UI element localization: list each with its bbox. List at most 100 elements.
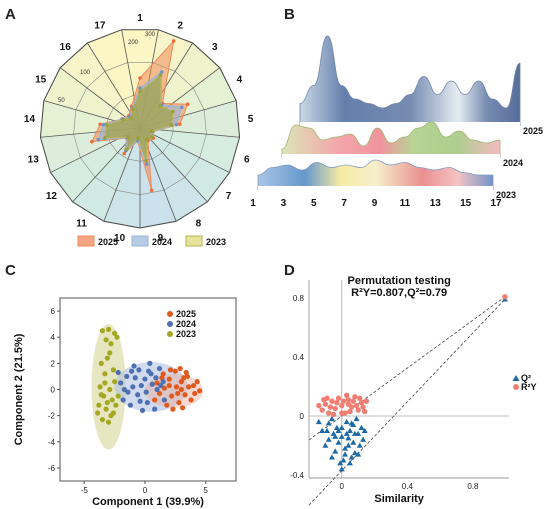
legend-swatch-2023 [185,235,203,247]
pca-point-2025 [164,402,170,408]
pca-point-2023 [105,326,112,332]
perm-x-tick: 0 [340,482,345,491]
pca-point-2025 [181,375,187,381]
radar-point-2025 [98,122,102,127]
radar-point-2023 [121,118,126,122]
radar-category-label: 16 [60,42,72,53]
perm-point-R²Y [357,395,363,401]
ridge-x-tick: 5 [311,198,317,209]
pca-point-2024 [160,379,166,385]
perm-point-Q² [315,418,322,425]
pca-point-2025 [176,399,182,406]
pca-point-2025 [177,365,183,372]
radar-point-2025 [122,151,127,156]
perm-point-R²Y [339,410,345,416]
legend-label-2023: 2023 [206,237,226,247]
pca-point-2023 [102,380,108,386]
legend-swatch-2025 [77,235,95,247]
perm-x-tick: 0.8 [467,482,479,491]
pca-legend-label-2024: 2024 [176,319,196,329]
perm-point-R²Y [321,397,327,403]
pca-point-2023 [95,410,101,416]
pca-point-2025 [173,384,180,390]
perm-point-Q² [328,415,335,422]
radar-point-2023 [125,147,129,152]
pca-point-2024 [156,365,163,372]
ridge-baseline-band [300,122,520,127]
perm-y-tick: 0 [300,412,305,421]
perm-point-Q² [340,457,347,463]
perm-point-R²Y [363,398,370,404]
radar-category-label: 3 [212,42,218,53]
pca-y-tick: -4 [48,438,56,447]
perm-point-Q² [350,421,357,428]
pca-point-2025 [190,382,197,389]
radar-spoke [139,127,208,203]
radar-point-2024 [101,122,106,127]
pca-point-2024 [142,376,148,382]
perm-point-Q² [351,430,358,436]
radar-wedge [60,42,141,128]
perm-point-R²Y [340,398,347,404]
perm-point-R²Y [334,399,340,406]
radar-category-label: 2 [177,20,183,31]
perm-point-Q² [342,445,349,451]
panel-label-b: B [284,6,295,23]
radar-point-2023 [130,107,135,112]
perm-point-R²Y [353,402,360,409]
perm-point-R²Y [345,397,352,403]
perm-point-R²Y [319,407,325,413]
radar-point-2023 [126,135,130,139]
ridge-area-2024 [281,121,501,159]
radar-category-label: 10 [114,233,126,244]
pca-point-2024 [147,360,153,366]
legend-label-2024: 2024 [152,237,172,247]
pca-point-2024 [137,398,143,404]
pca-x-tick: 5 [203,486,208,495]
perm-point-Q² [343,418,350,425]
pca-point-2023 [115,393,121,399]
pca-point-2025 [167,367,174,373]
pca-point-2025 [169,393,175,399]
radar-category-label: 13 [28,154,40,165]
ridge-x-tick: 11 [400,198,411,209]
perm-point-R²Y [355,407,361,413]
radar-point-2025 [178,122,182,127]
perm-point-Q² [338,424,345,430]
pca-point-2024 [127,402,133,408]
radar-wedge [72,128,140,222]
radar-category-label: 14 [24,114,36,125]
radar-point-2025 [90,139,94,144]
radar-grid-ring [73,62,207,195]
perm-point-Q² [351,449,358,456]
pca-point-2023 [96,402,102,408]
perm-point-Q² [338,466,345,472]
panel-label-c: C [5,262,16,279]
radar-category-label: 12 [46,191,58,202]
pca-point-2023 [107,386,113,393]
perm-point-Q² [325,436,332,442]
pca-point-2024 [139,407,146,414]
perm-point-R²Y [330,411,337,418]
radar-point-2023 [171,109,175,114]
perm-point-R²Y [332,405,338,412]
perm-point-R²Y [360,404,366,410]
perm-point-R²Y [327,404,334,410]
perm-point-R²Y [345,401,352,407]
radar-point-2023 [102,136,107,140]
perm-legend-label-R²Y: R²Y [521,382,537,392]
pca-point-2023 [105,419,112,425]
pca-ellipse-2024 [114,362,188,412]
pca-point-2024 [135,392,141,398]
pca-point-2025 [182,392,188,398]
ridge-label-2025: 2025 [523,126,543,136]
perm-x-tick: 0.4 [402,482,414,491]
pca-point-2024 [149,381,155,387]
radar-point-2024 [174,122,179,127]
pca-point-2025 [188,397,194,403]
pca-x-tick: -5 [81,486,89,495]
pca-point-2024 [115,369,121,376]
pca-point-2025 [154,380,160,386]
perm-point-Q² [338,433,345,439]
